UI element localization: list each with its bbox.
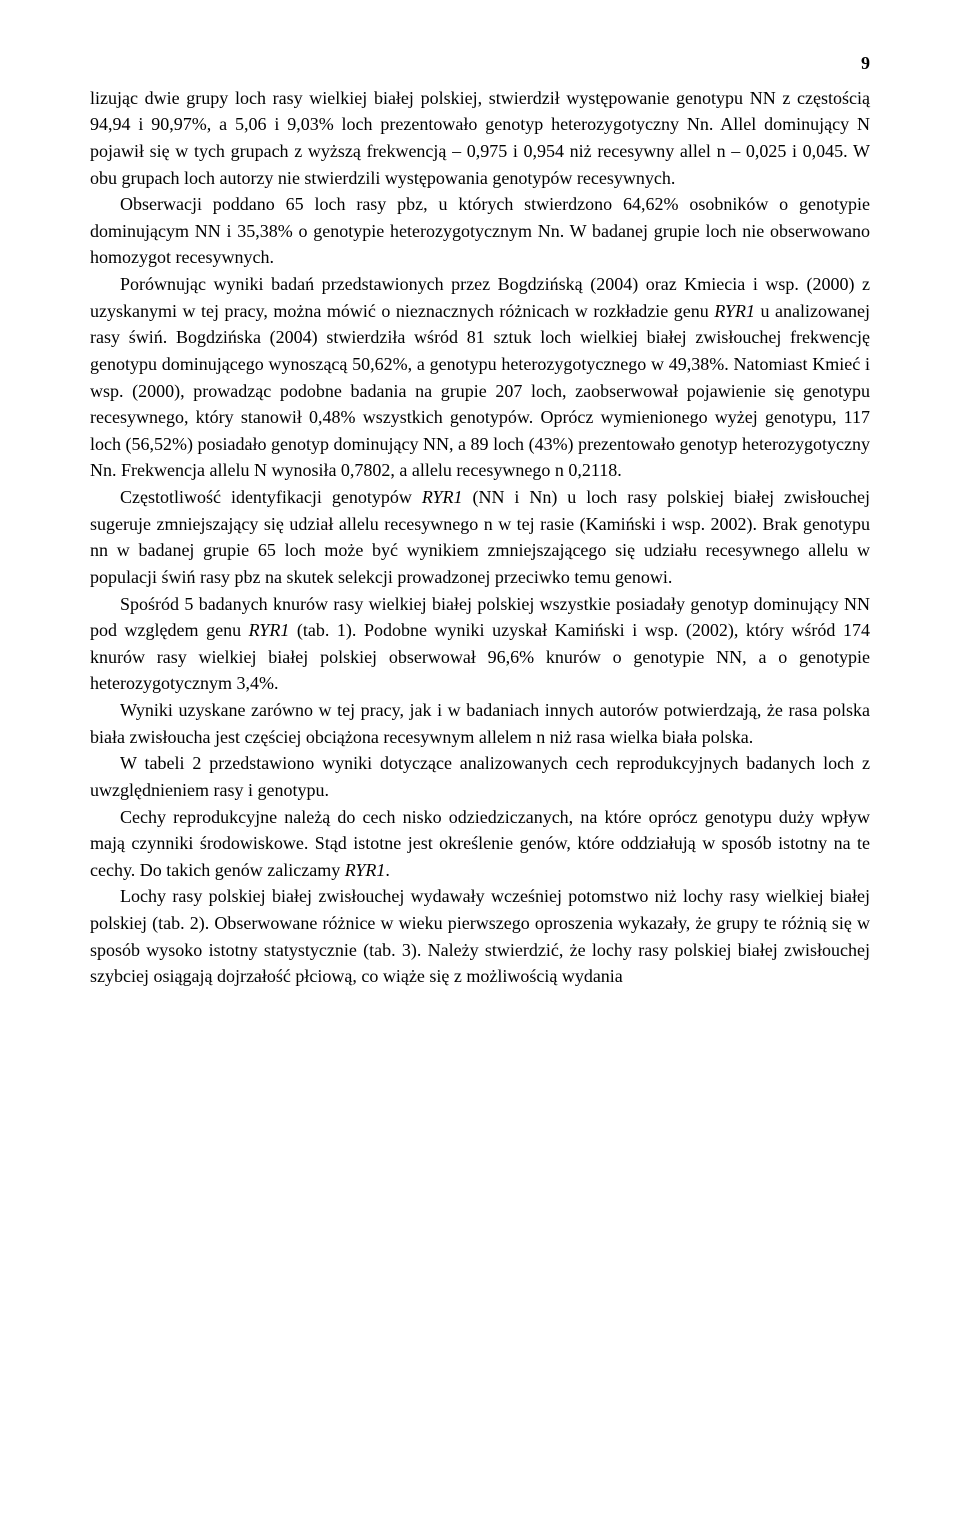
paragraph-3: Porównując wyniki badań przedstawionych … bbox=[90, 271, 870, 484]
paragraph-7: W tabeli 2 przedstawiono wyniki dotycząc… bbox=[90, 750, 870, 803]
paragraph-5: Spośród 5 badanych knurów rasy wielkiej … bbox=[90, 591, 870, 698]
paragraph-4: Częstotliwość identyfikacji genotypów RY… bbox=[90, 484, 870, 591]
paragraph-8: Cechy reprodukcyjne należą do cech nisko… bbox=[90, 804, 870, 884]
paragraph-6: Wyniki uzyskane zarówno w tej pracy, jak… bbox=[90, 697, 870, 750]
paragraph-9: Lochy rasy polskiej białej zwisłouchej w… bbox=[90, 883, 870, 990]
paragraph-1: lizując dwie grupy loch rasy wielkiej bi… bbox=[90, 85, 870, 192]
page-number: 9 bbox=[90, 50, 870, 77]
paragraph-2: Obserwacji poddano 65 loch rasy pbz, u k… bbox=[90, 191, 870, 271]
